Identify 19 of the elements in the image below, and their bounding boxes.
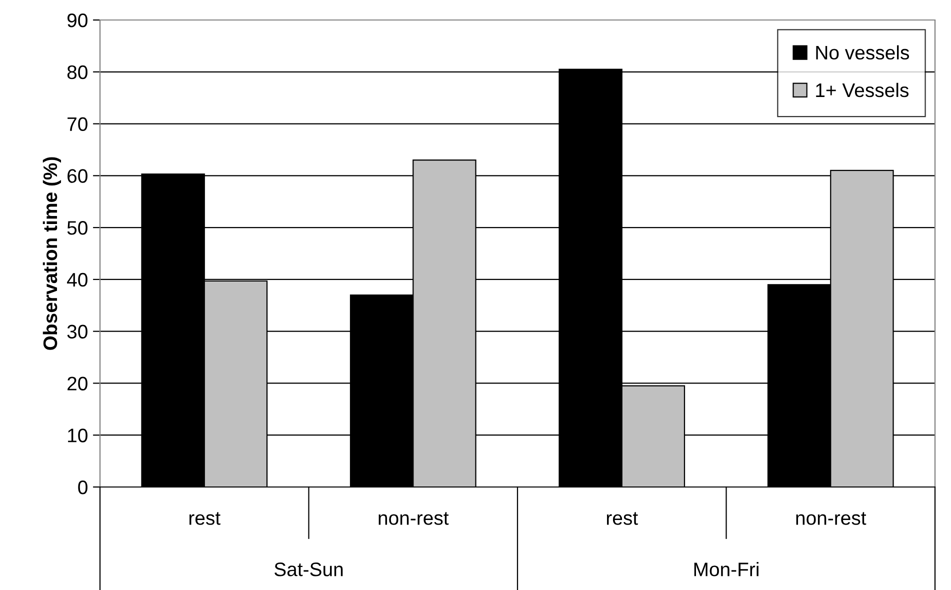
y-tick-label: 60 [68,169,88,183]
x-tick-label: non-rest [796,512,866,525]
y-tick-label: 90 [67,13,88,28]
x-tick-label: non-rest [378,512,449,525]
y-tick-label: 40 [67,272,88,287]
text: Mon-Fri [694,562,758,576]
y-tick-label: 30 [67,324,88,339]
legend-label: 1+ Vessels [816,82,909,98]
y-tick-label: 80 [67,65,88,80]
y-tick-label: 10 [68,428,88,442]
text: Sat-Sun [274,562,343,576]
y-tick-label: 20 [68,376,88,390]
y-axis-title: Observation time (%) [42,157,62,350]
x-tick-label: rest [606,512,638,525]
x-tick-label: rest [189,512,220,525]
y-tick-label: 50 [67,221,88,235]
y-tick-label: 0 [78,480,88,494]
legend-label: No vessels [816,45,910,60]
y-tick-label: 70 [68,117,88,132]
